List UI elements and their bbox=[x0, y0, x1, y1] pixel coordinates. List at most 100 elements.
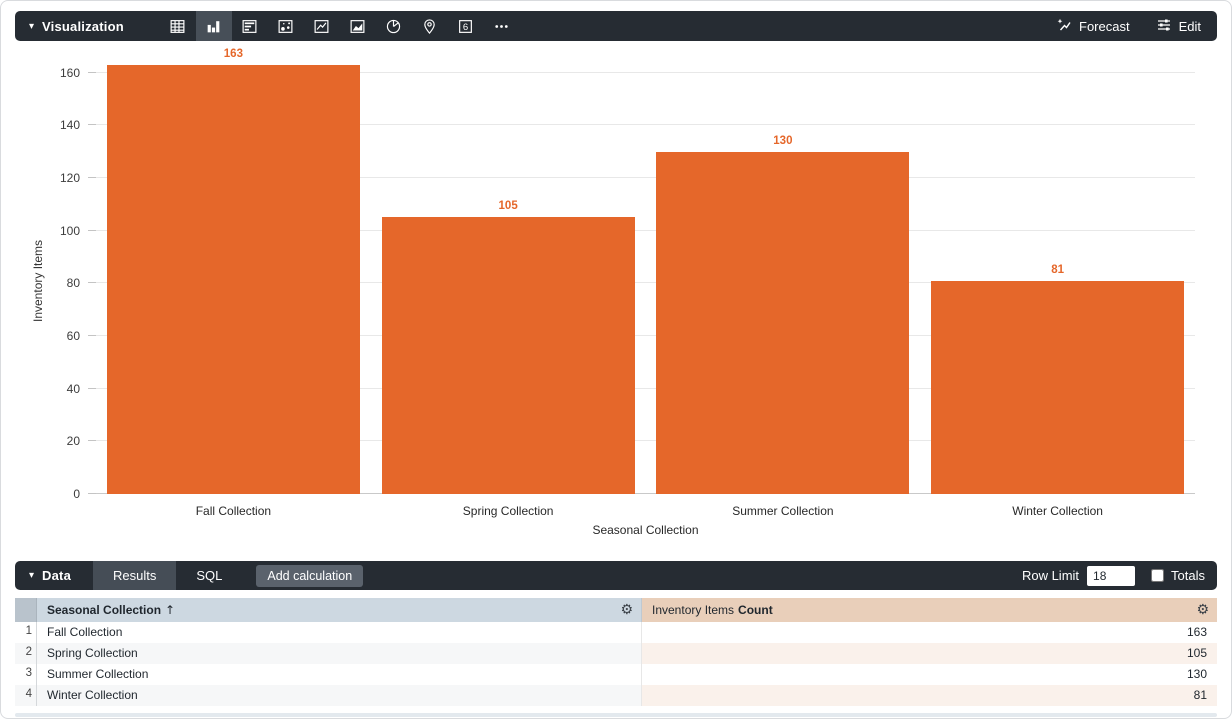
row-limit-label: Row Limit bbox=[1021, 568, 1080, 583]
scatter-chart-icon[interactable] bbox=[268, 11, 304, 41]
gridline bbox=[96, 387, 1195, 389]
row-number: 3 bbox=[15, 664, 37, 685]
measure-cell[interactable]: 105 bbox=[642, 643, 1217, 664]
y-tick-label: 160 bbox=[59, 65, 80, 80]
bar-winter-collection[interactable] bbox=[931, 280, 1185, 494]
y-tick-mark bbox=[88, 335, 96, 336]
dimension-cell[interactable]: Summer Collection bbox=[37, 664, 642, 685]
dimension-cell[interactable]: Fall Collection bbox=[37, 622, 642, 643]
column-header-dimension-part: Inventory Items bbox=[652, 603, 735, 617]
bar-slot: 163 bbox=[96, 48, 371, 494]
y-tick-label: 0 bbox=[73, 487, 80, 501]
y-tick-label: 140 bbox=[59, 118, 80, 133]
svg-text:6: 6 bbox=[463, 22, 468, 33]
row-number: 4 bbox=[15, 685, 37, 706]
y-tick-label: 20 bbox=[66, 434, 80, 449]
visualization-toolbar: ▾ Visualization 6 Forecast bbox=[15, 11, 1217, 41]
y-tick-label: 40 bbox=[66, 381, 80, 396]
add-calculation-button[interactable]: Add calculation bbox=[256, 564, 364, 587]
tab-results[interactable]: Results bbox=[93, 561, 177, 590]
table-row: 3 Summer Collection 130 bbox=[15, 664, 1217, 685]
table-row: 1 Fall Collection 163 bbox=[15, 622, 1217, 643]
forecast-icon bbox=[1056, 17, 1072, 36]
y-tick-mark bbox=[88, 229, 96, 231]
area-chart-icon[interactable] bbox=[340, 11, 376, 41]
gridline bbox=[96, 335, 1195, 336]
table-scrollbar[interactable] bbox=[15, 713, 1217, 717]
viz-type-picker: 6 bbox=[160, 11, 520, 41]
x-axis-labels: Fall Collection Spring Collection Summer C… bbox=[96, 504, 1195, 518]
collapse-data-caret-icon[interactable]: ▾ bbox=[29, 570, 35, 581]
gridline bbox=[96, 229, 1195, 231]
column-gear-icon[interactable]: ⚙ bbox=[1196, 602, 1209, 618]
y-tick-mark bbox=[88, 124, 96, 126]
visualization-section-label[interactable]: Visualization bbox=[42, 18, 124, 34]
bar-spring-collection[interactable] bbox=[381, 217, 635, 494]
data-section-label[interactable]: Data bbox=[42, 568, 72, 583]
bar-fall-collection[interactable] bbox=[106, 64, 360, 494]
y-tick-mark bbox=[88, 71, 96, 73]
pie-chart-icon[interactable] bbox=[376, 11, 412, 41]
y-tick-mark bbox=[88, 282, 96, 284]
column-chart-icon[interactable] bbox=[195, 11, 232, 41]
table-row: 4 Winter Collection 81 bbox=[15, 685, 1217, 706]
table-body: 1 Fall Collection 163 2 Spring Collection 105… bbox=[15, 622, 1217, 706]
measure-cell[interactable]: 81 bbox=[642, 685, 1217, 706]
x-category-label: Fall Collection bbox=[195, 504, 272, 518]
bar-value-label: 105 bbox=[498, 200, 518, 213]
gridline bbox=[96, 124, 1195, 126]
bar-slot: 130 bbox=[646, 57, 921, 494]
edit-button[interactable]: Edit bbox=[1156, 17, 1201, 36]
sort-ascending-icon: ↑ bbox=[165, 603, 176, 617]
bar-value-label: 130 bbox=[773, 134, 793, 147]
bars-container: 163 105 130 81 bbox=[96, 48, 1195, 494]
more-viz-icon[interactable] bbox=[484, 11, 520, 41]
table-row: 2 Spring Collection 105 bbox=[15, 643, 1217, 664]
column-header-label: Seasonal Collection bbox=[47, 603, 162, 617]
bar-slot: 81 bbox=[920, 57, 1195, 494]
measure-cell[interactable]: 163 bbox=[1186, 625, 1207, 639]
y-tick-mark bbox=[88, 176, 96, 178]
table-chart-icon[interactable] bbox=[160, 11, 196, 41]
row-limit-input[interactable] bbox=[1087, 565, 1136, 586]
x-category-label: Summer Collection bbox=[732, 504, 834, 518]
measure-cell[interactable]: 130 bbox=[1186, 667, 1207, 681]
dimension-cell[interactable]: Winter Collection bbox=[37, 685, 642, 706]
line-chart-icon[interactable] bbox=[304, 11, 340, 41]
column-gear-icon[interactable]: ⚙ bbox=[620, 602, 633, 618]
column-header-inventory-items-count[interactable]: Inventory Items Count ⚙ bbox=[642, 598, 1217, 622]
y-tick-mark bbox=[88, 493, 96, 494]
bar-chart: Inventory Items 0 20 40 60 80 100 120 140 160 163… bbox=[1, 41, 1231, 561]
y-tick-label: 60 bbox=[66, 329, 80, 343]
bar-chart-icon[interactable] bbox=[232, 11, 268, 41]
y-tick-mark bbox=[88, 387, 96, 389]
gridline bbox=[96, 282, 1195, 284]
bar-value-label: 163 bbox=[223, 47, 243, 60]
map-chart-icon[interactable] bbox=[412, 11, 448, 41]
y-tick-mark bbox=[88, 440, 96, 442]
totals-label: Totals bbox=[1171, 568, 1205, 583]
dimension-cell[interactable]: Spring Collection bbox=[37, 643, 642, 664]
column-header-measure-part: Count bbox=[738, 603, 773, 617]
tab-sql[interactable]: SQL bbox=[196, 568, 223, 583]
gridline bbox=[96, 440, 1195, 442]
y-tick-label: 80 bbox=[66, 276, 80, 291]
x-category-label: Winter Collection bbox=[1012, 504, 1103, 518]
plot-area: 0 20 40 60 80 100 120 140 160 163 105 130 81 bbox=[60, 48, 1195, 501]
edit-label: Edit bbox=[1178, 18, 1201, 34]
column-header-seasonal-collection[interactable]: Seasonal Collection ↑ ⚙ bbox=[37, 598, 642, 622]
data-toolbar: ▾ Data Results SQL Add calculation Row L… bbox=[15, 561, 1217, 590]
results-table: Seasonal Collection ↑ ⚙ Inventory Items … bbox=[15, 598, 1217, 706]
bar-summer-collection[interactable] bbox=[656, 151, 910, 494]
row-number: 1 bbox=[15, 622, 37, 643]
collapse-visualization-caret-icon[interactable]: ▾ bbox=[29, 20, 35, 32]
forecast-label: Forecast bbox=[1079, 18, 1130, 34]
table-header-row: Seasonal Collection ↑ ⚙ Inventory Items … bbox=[15, 598, 1217, 622]
forecast-button[interactable]: Forecast bbox=[1056, 17, 1130, 36]
x-axis-title: Seasonal Collection bbox=[592, 523, 699, 537]
totals-checkbox[interactable] bbox=[1151, 569, 1165, 582]
y-tick-label: 120 bbox=[59, 170, 80, 185]
single-value-icon[interactable]: 6 bbox=[448, 11, 484, 41]
gridline bbox=[96, 71, 1195, 73]
